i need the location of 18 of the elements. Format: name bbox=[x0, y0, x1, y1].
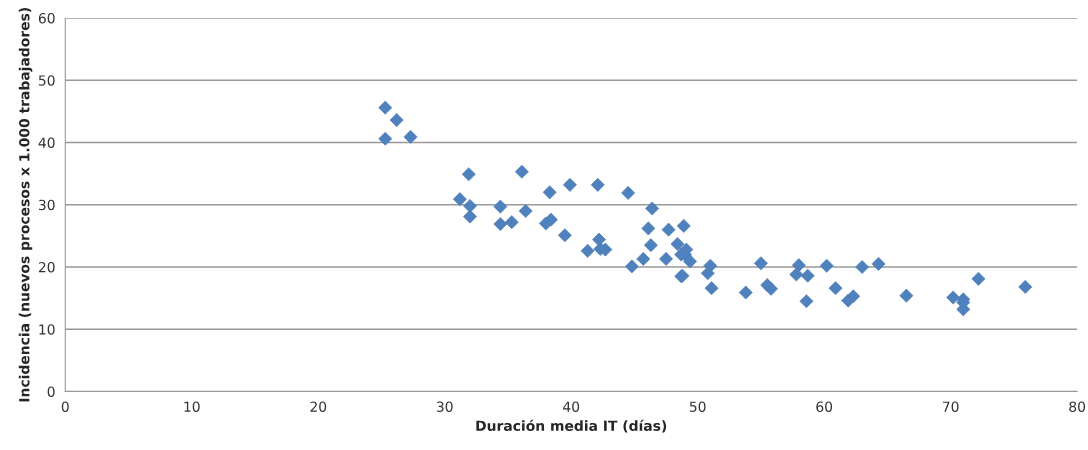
x-tick-label: 60 bbox=[816, 401, 833, 412]
x-tick-label: 50 bbox=[689, 401, 706, 412]
y-axis-title: Incidencia (nuevos procesos x 1.000 trabajadores) bbox=[18, 8, 33, 402]
y-tick-label: 60 bbox=[38, 12, 55, 24]
y-tick-label: 50 bbox=[38, 75, 55, 86]
x-tick-label: 80 bbox=[1069, 401, 1086, 412]
y-tick-label: 10 bbox=[39, 324, 55, 335]
x-axis-title: Duración media IT (días) bbox=[476, 419, 667, 433]
y-tick-label: 0 bbox=[47, 386, 55, 397]
y-tick-label: 30 bbox=[38, 199, 55, 211]
x-tick-label: 10 bbox=[184, 401, 200, 412]
x-tick-label: 40 bbox=[563, 401, 580, 412]
x-tick-label: 30 bbox=[436, 401, 453, 412]
x-tick-label: 20 bbox=[310, 401, 327, 412]
y-tick-label: 40 bbox=[38, 137, 55, 148]
x-tick-label: 0 bbox=[61, 401, 69, 412]
x-tick-label: 70 bbox=[942, 401, 959, 412]
y-tick-label: 20 bbox=[38, 261, 55, 273]
